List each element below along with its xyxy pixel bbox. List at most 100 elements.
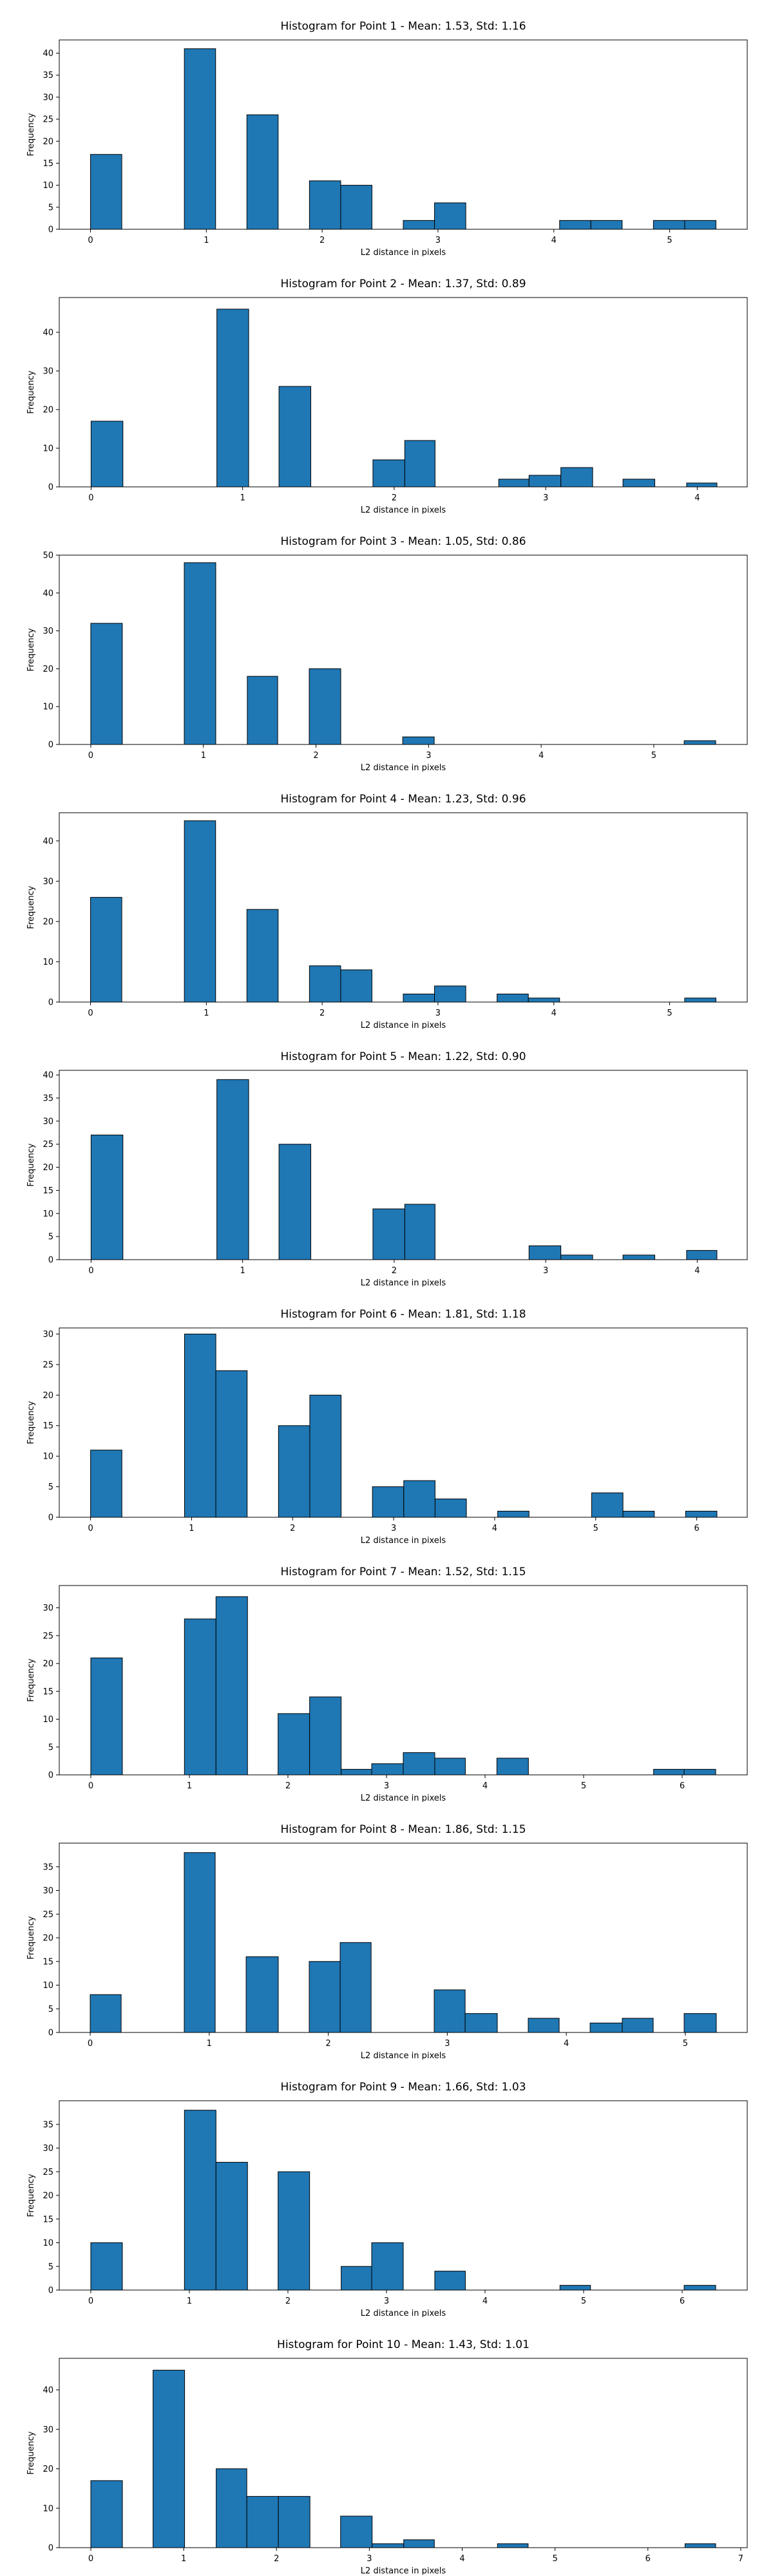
histogram-bar [684, 220, 716, 230]
histogram-bar [340, 2515, 373, 2548]
x-axis-label: L2 distance in pixels [361, 763, 446, 772]
x-tick-label: 7 [738, 2554, 743, 2564]
x-tick-label: 4 [551, 1009, 557, 1018]
axes-frame [59, 1327, 748, 1518]
histogram-bar [434, 1757, 466, 1776]
y-tick-label: 50 [43, 551, 53, 561]
histogram-bar [341, 2266, 372, 2291]
x-tick-label: 1 [204, 236, 209, 245]
y-tick-label: 25 [43, 2168, 53, 2177]
x-tick-label: 0 [88, 493, 93, 503]
x-tick-label: 4 [564, 2039, 569, 2049]
x-tick-label: 5 [581, 2297, 586, 2306]
bars [90, 1333, 718, 1518]
histogram-bar [622, 478, 656, 488]
y-tick-label: 30 [43, 1604, 53, 1613]
histogram-bar [184, 48, 216, 230]
x-tick-label: 2 [290, 1524, 295, 1533]
y-tick-label: 15 [43, 2215, 53, 2224]
histogram-bar [653, 220, 685, 230]
x-tick-label: 1 [201, 751, 206, 761]
chart-title: Histogram for Point 10 - Mean: 1.43, Std… [277, 2338, 530, 2351]
histogram-bar [434, 2271, 466, 2291]
x-tick-label: 4 [694, 493, 700, 503]
chart-title: Histogram for Point 5 - Mean: 1.22, Std:… [280, 1050, 526, 1063]
y-tick-label: 20 [43, 1660, 53, 1669]
y-tick-label: 30 [43, 1117, 53, 1126]
histogram-chart-9: Histogram for Point 9 - Mean: 1.66, Std:… [26, 2081, 748, 2317]
y-tick-label: 10 [43, 958, 53, 967]
histogram-bar [371, 1763, 404, 1776]
y-axis-label: Frequency [26, 1401, 36, 1444]
y-tick-label: 30 [43, 627, 53, 636]
y-tick-label: 30 [43, 2425, 53, 2435]
y-tick-label: 10 [43, 2504, 53, 2514]
histogram-bar [278, 2496, 310, 2548]
x-axis-label: L2 distance in pixels [361, 506, 446, 514]
x-tick-label: 0 [88, 1524, 93, 1533]
y-tick-label: 30 [43, 1330, 53, 1340]
x-tick-label: 1 [187, 1781, 192, 1791]
histogram-bar [309, 668, 341, 745]
x-tick-label: 5 [553, 2554, 558, 2564]
histogram-chart-7: Histogram for Point 7 - Mean: 1.52, Std:… [26, 1566, 748, 1802]
x-tick-label: 3 [435, 236, 441, 245]
axes-frame [59, 1842, 748, 2033]
y-axis-label: Frequency [26, 113, 36, 156]
x-tick-label: 4 [551, 236, 557, 245]
histogram-bar [246, 114, 279, 230]
histogram-bar [215, 2162, 248, 2291]
histogram-bar [278, 1425, 310, 1518]
x-tick-label: 5 [667, 236, 672, 245]
y-axis-label: Frequency [26, 1143, 36, 1186]
histogram-bar [184, 1852, 216, 2033]
histogram-chart-2: Histogram for Point 2 - Mean: 1.37, Std:… [26, 278, 748, 514]
x-tick-label: 2 [320, 236, 325, 245]
x-axis-label: L2 distance in pixels [361, 248, 446, 256]
histogram-bar [528, 998, 560, 1003]
y-tick-label: 10 [43, 1209, 53, 1219]
x-tick-label: 3 [543, 1266, 548, 1276]
x-tick-label: 4 [694, 1266, 700, 1276]
x-tick-label: 2 [392, 1266, 397, 1276]
x-tick-label: 5 [667, 1009, 672, 1018]
y-tick-label: 0 [48, 1513, 53, 1523]
y-tick-label: 20 [43, 2192, 53, 2201]
y-tick-label: 40 [43, 328, 53, 338]
histogram-bar [560, 467, 593, 488]
x-tick-label: 6 [645, 2554, 651, 2564]
y-tick-label: 0 [48, 225, 53, 235]
y-tick-label: 20 [43, 1163, 53, 1173]
x-tick-label: 3 [543, 493, 548, 503]
y-tick-label: 40 [43, 49, 53, 59]
y-tick-label: 25 [43, 1140, 53, 1150]
chart-title: Histogram for Point 9 - Mean: 1.66, Std:… [280, 2081, 526, 2094]
axes-frame [59, 1585, 748, 1776]
y-axis-label: Frequency [26, 370, 36, 413]
bars [90, 1596, 716, 1776]
histogram-bar [686, 482, 718, 488]
histogram-bar [215, 1370, 248, 1518]
x-tick-label: 2 [274, 2554, 279, 2564]
histogram-bar [90, 421, 124, 488]
histogram-bar [683, 2013, 717, 2033]
histogram-bar [90, 2242, 123, 2291]
histogram-chart-6: Histogram for Point 6 - Mean: 1.81, Std:… [26, 1308, 748, 1544]
histogram-bar [683, 740, 716, 745]
bars [90, 2369, 716, 2548]
histogram-bar [434, 1499, 467, 1518]
histogram-bar [434, 202, 466, 230]
y-tick-label: 15 [43, 159, 53, 169]
histogram-bar [309, 1961, 341, 2033]
y-tick-label: 5 [48, 2262, 53, 2272]
histogram-bar [589, 2022, 623, 2033]
axes-frame [59, 297, 748, 488]
y-axis-label: Frequency [26, 2174, 36, 2217]
histogram-bar [309, 180, 341, 230]
histogram-bar [216, 308, 249, 488]
x-axis-label: L2 distance in pixels [361, 1278, 446, 1287]
histogram-bar [560, 1255, 593, 1260]
x-tick-label: 1 [204, 1009, 209, 1018]
x-tick-label: 1 [187, 2297, 192, 2306]
y-tick-label: 20 [43, 1934, 53, 1944]
